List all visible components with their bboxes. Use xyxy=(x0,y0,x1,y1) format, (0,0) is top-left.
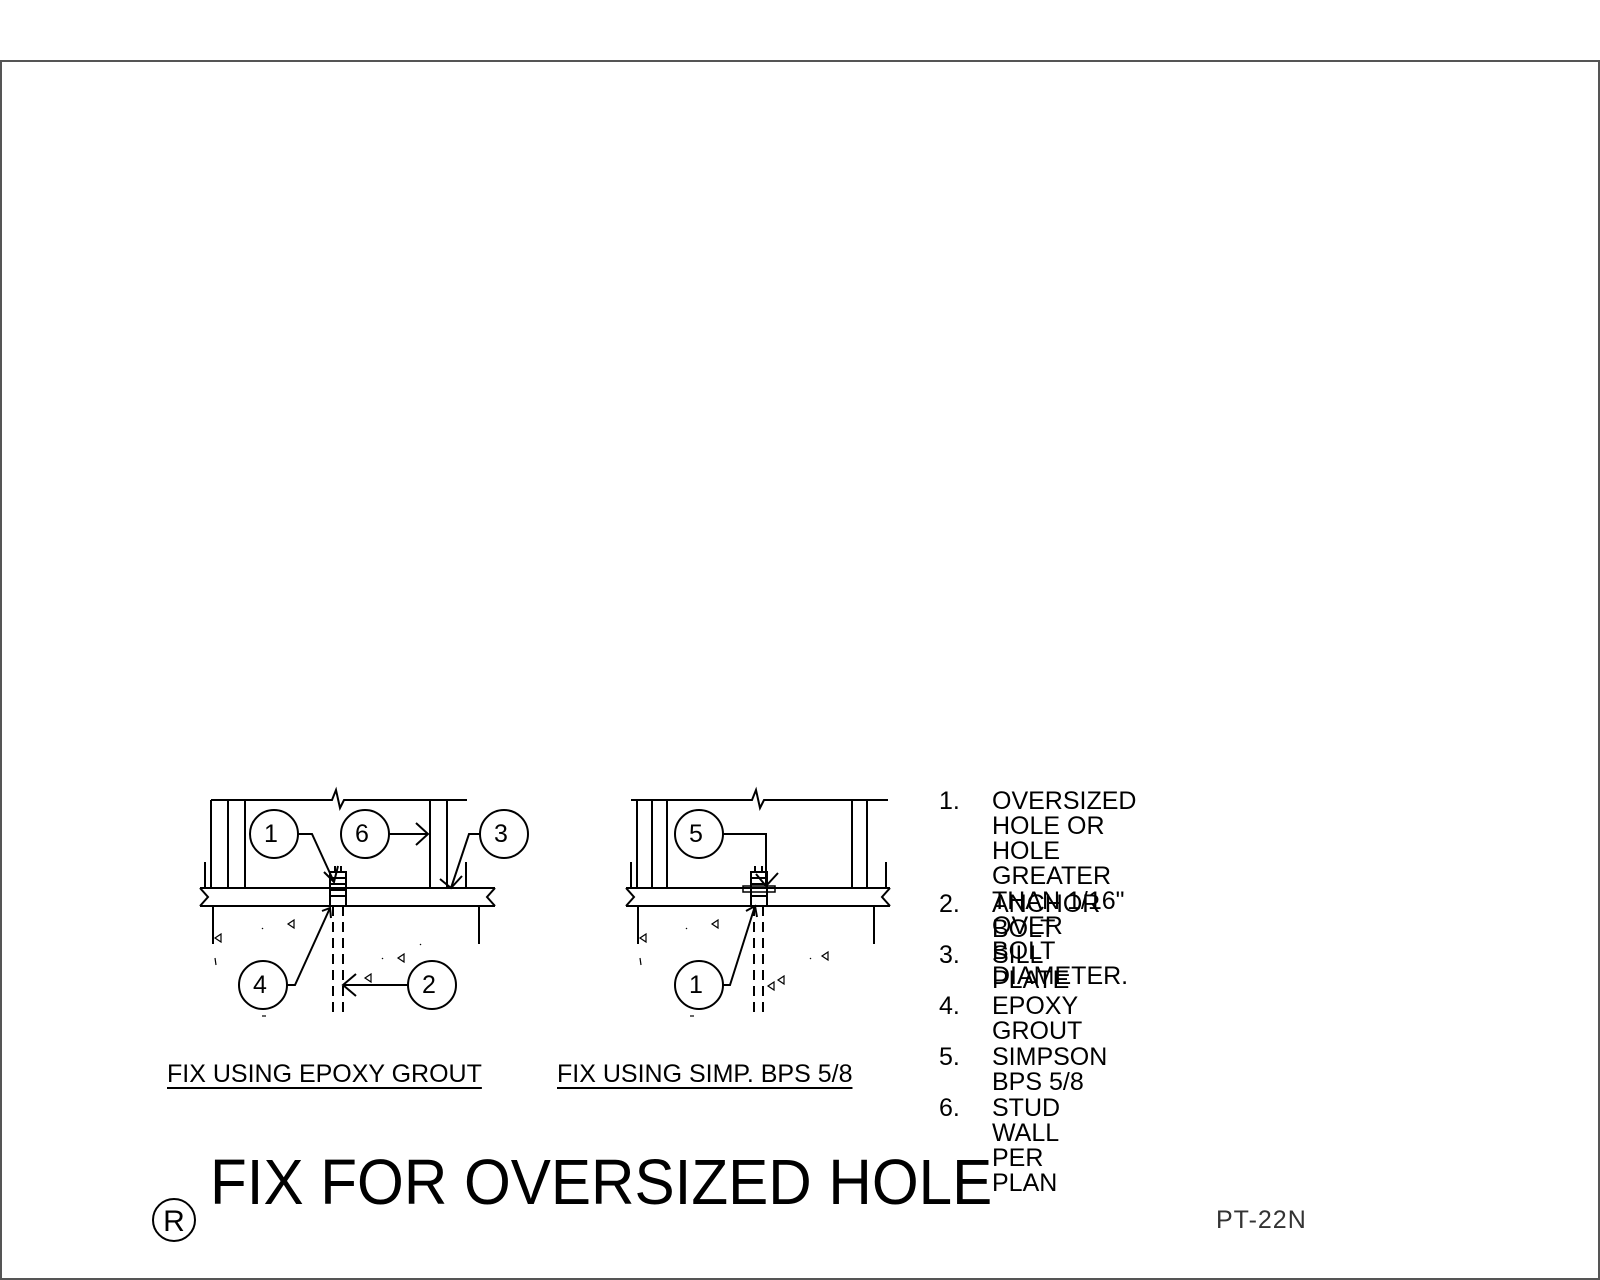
detail-epoxy-grout xyxy=(199,786,529,1017)
bearing-plate xyxy=(742,885,776,893)
concrete-aggregate xyxy=(213,918,422,1017)
leader-4 xyxy=(287,907,331,986)
note-number: 1. xyxy=(939,787,960,815)
caption-epoxy-grout: FIX USING EPOXY GROUT xyxy=(167,1060,482,1088)
detail-simpson-bps xyxy=(625,786,891,1017)
callout-1b: 1 xyxy=(689,971,703,999)
leader-1b xyxy=(723,905,756,986)
top-break-line xyxy=(631,786,888,811)
top-break-line xyxy=(211,786,467,811)
callout-4: 4 xyxy=(253,971,267,999)
concrete-aggregate xyxy=(638,918,829,1017)
note-number: 6. xyxy=(939,1094,960,1122)
callout-1: 1 xyxy=(264,820,278,848)
note-number: 4. xyxy=(939,992,960,1020)
note-number: 2. xyxy=(939,890,960,918)
note-text: ANCHOR BOLT xyxy=(992,890,1101,943)
note-text: STUD WALL PER PLAN xyxy=(992,1094,1061,1197)
callout-5: 5 xyxy=(689,820,703,848)
drawing-title: FIX FOR OVERSIZED HOLE xyxy=(210,1146,993,1218)
callout-6: 6 xyxy=(355,820,369,848)
leader-5 xyxy=(723,833,767,886)
sheet-border xyxy=(0,60,1600,1280)
note-number: 3. xyxy=(939,941,960,969)
caption-simpson-bps: FIX USING SIMP. BPS 5/8 xyxy=(557,1060,853,1088)
sheet-number: PT-22N xyxy=(1216,1206,1307,1234)
note-text: SILL PLATE xyxy=(992,941,1070,994)
callout-3: 3 xyxy=(494,820,508,848)
note-text: OVERSIZED HOLE OR HOLE GREATER THAN 1/16… xyxy=(992,787,1137,990)
leader-1 xyxy=(298,833,335,883)
detail-reference-mark: R xyxy=(152,1198,196,1242)
nut xyxy=(750,871,768,907)
callout-2: 2 xyxy=(422,971,436,999)
leader-3 xyxy=(450,833,480,889)
note-text: SIMPSON BPS 5/8 xyxy=(992,1043,1108,1096)
note-number: 5. xyxy=(939,1043,960,1071)
note-text: EPOXY GROUT xyxy=(992,992,1083,1045)
